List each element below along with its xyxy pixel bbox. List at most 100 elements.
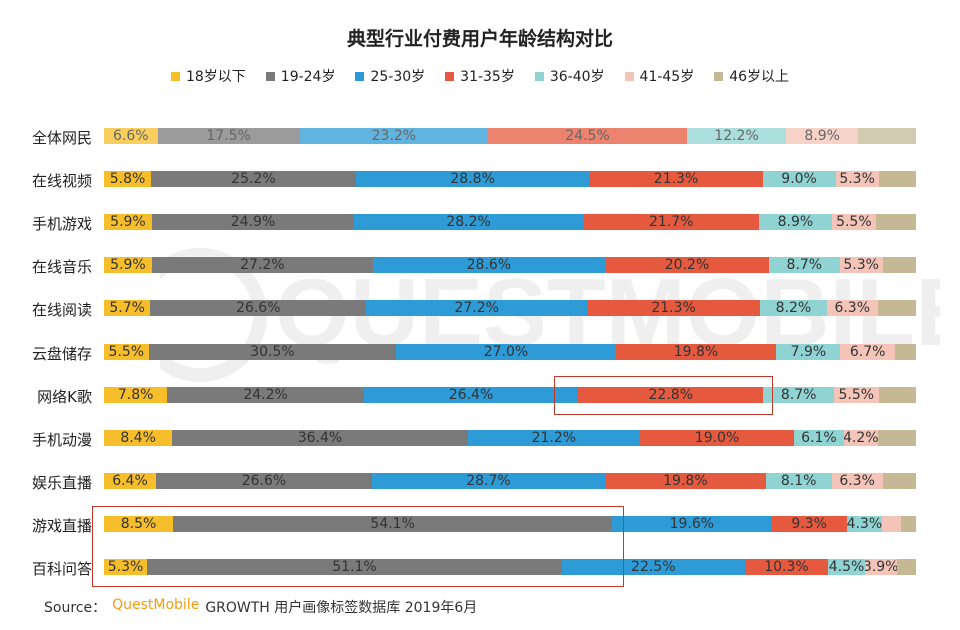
data-label: 19.8% [663,472,708,489]
chart-title: 典型行业付费用户年龄结构对比 [346,28,613,50]
data-label: 19.6% [669,515,715,532]
source-brand: QuestMobile [112,597,200,613]
data-label: 19.8% [673,343,719,360]
bar-segment: 26.6% [155,472,372,489]
bar-segment: 21.3% [587,300,761,317]
bar-segment: 8.2% [760,300,827,317]
bar-segment: 36.4% [172,429,468,446]
data-label: 21.7% [648,214,694,231]
data-label: 6.4% [112,472,148,489]
bar-segment: 8.7% [769,257,840,274]
bar-segment: 5.5% [831,214,877,231]
source-prefix: Source： [44,600,107,616]
category-label: 全体网民 [31,129,92,147]
bar-segment: 7.8% [104,386,168,403]
legend-item: 19-24岁 [265,66,335,86]
data-label: 24.2% [243,386,288,403]
data-label: 7.9% [790,343,827,360]
bar-segment: 19.0% [639,429,795,446]
bar-segment: 6.6% [104,128,158,144]
bar-segment: 5.3% [839,257,883,274]
highlight-box [554,375,774,415]
data-label: 24.9% [230,214,276,231]
legend-swatch [445,71,455,81]
bar-segment: 21.7% [583,214,760,231]
data-label: 9.0% [781,171,817,188]
bar-segment: 19.6% [612,515,772,532]
bar-segment [877,300,916,317]
bar-segment: 26.4% [363,386,579,403]
category-label: 在线视频 [31,172,92,191]
bar-segment: 54.1% [173,515,613,532]
bar-segment: 8.9% [759,214,832,231]
bar-segment: 10.3% [744,559,829,575]
bar-segment: 12.2% [687,128,787,144]
source-line: Source： QuestMobile GROWTH 用户画像标签数据库 201… [44,597,477,617]
data-label: 36.4% [297,429,343,446]
bar-segment: 8.9% [786,128,859,144]
legend-item: 25-30岁 [355,66,425,86]
data-label: 8.5% [120,515,157,532]
bar-segment: 5.5% [833,386,879,403]
bar-segment: 27.0% [396,343,616,360]
data-label: 27.0% [483,343,529,360]
data-label: 8.9% [804,128,840,144]
category-label: 云盘储存 [31,344,92,363]
category-label: 娱乐直播 [31,473,92,492]
data-label: 5.8% [109,171,146,188]
data-label: 25.2% [231,171,276,188]
data-label: 9.3% [791,515,827,532]
data-label: 28.2% [446,214,491,231]
bar-segment [894,343,916,360]
legend-label: 18岁以下 [185,69,246,85]
bar-segment [876,214,916,231]
bar-segment: 20.2% [605,257,770,274]
legend-swatch [714,71,724,81]
data-label: 26.6% [241,472,287,489]
bar-segment [882,472,916,489]
bar-segment: 51.1% [147,559,562,575]
bar-segment: 7.9% [776,343,841,360]
data-label: 21.3% [651,300,696,317]
bar-segment: 30.5% [148,343,397,360]
category-label: 手机动漫 [31,430,92,449]
data-label: 30.5% [250,343,295,360]
data-label: 3.9% [864,559,897,575]
legend: 18岁以下 19-24岁 25-30岁 31-35岁 36-40岁 41-45岁 46岁以上 [0,66,960,86]
data-label: 4.3% [846,515,882,532]
bar-segment: 4.2% [843,429,878,446]
category-label: 手机游戏 [31,215,92,234]
legend-label: 46岁以上 [729,69,790,85]
data-label: 5.5% [836,214,872,231]
category-label: 游戏直播 [31,516,92,535]
data-label: 6.7% [849,343,886,360]
legend-item: 36-40岁 [534,66,605,86]
source-rest: GROWTH 用户画像标签数据库 2019年6月 [205,600,478,616]
data-label: 5.9% [110,257,146,274]
bar-segment [858,128,916,144]
data-label: 54.1% [370,515,415,532]
bar-segment: 6.3% [826,300,878,317]
data-label: 28.7% [466,472,511,489]
legend-label: 41-45岁 [639,69,695,85]
data-label: 4.5% [828,559,865,575]
bar-segment: 17.5% [157,128,300,144]
data-label: 22.8% [648,386,693,403]
bar-segment: 28.2% [354,214,584,231]
legend-item: 46岁以上 [714,66,789,86]
bar-segment: 27.2% [151,257,373,274]
bar-segment: 19.8% [605,472,766,489]
bar-segment [900,515,916,532]
legend-swatch [170,71,180,81]
category-label: 网络K歌 [37,387,92,406]
highlight-box [92,505,625,587]
data-label: 5.3% [107,559,144,575]
bar-segment: 28.7% [371,472,605,489]
bar-segment: 24.2% [167,386,364,403]
bar-segment: 5.9% [104,214,152,231]
bar-segment: 4.5% [828,559,865,575]
legend-label: 31-35岁 [460,69,515,85]
bar-segment: 19.8% [615,343,777,360]
bar-segment: 9.3% [771,515,847,532]
bar-segment: 5.5% [104,343,149,360]
